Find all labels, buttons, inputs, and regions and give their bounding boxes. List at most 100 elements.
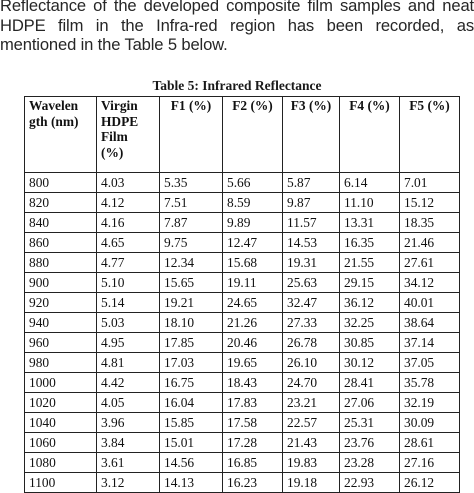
reflectance-cell: 6.14 — [339, 172, 400, 193]
reflectance-cell: 20.46 — [222, 332, 283, 353]
reflectance-cell: 5.03 — [96, 312, 160, 333]
reflectance-cell: 11.10 — [339, 192, 400, 213]
reflectance-cell: 29.15 — [339, 272, 400, 293]
reflectance-cell: 34.12 — [399, 272, 460, 293]
reflectance-cell: 4.81 — [96, 352, 160, 373]
reflectance-cell: 30.12 — [339, 352, 400, 373]
reflectance-cell: 17.58 — [222, 412, 283, 433]
reflectance-cell: 19.11 — [222, 272, 283, 293]
wavelength-cell: 920 — [24, 292, 97, 313]
reflectance-cell: 7.51 — [159, 192, 223, 213]
table-row: 920 5.14 19.21 24.65 32.47 36.12 40.01 — [24, 292, 460, 313]
reflectance-cell: 14.56 — [159, 452, 223, 473]
reflectance-cell: 4.05 — [96, 392, 160, 413]
header-f1: F1 (%) — [159, 96, 223, 173]
table-header-row: Wavelen gth (nm) Virgin HDPE Film (%) F1… — [24, 96, 460, 173]
reflectance-cell: 18.35 — [399, 212, 460, 233]
table-row: 1080 3.61 14.56 16.85 19.83 23.28 27.16 — [24, 452, 460, 473]
reflectance-cell: 3.12 — [96, 472, 160, 493]
reflectance-cell: 4.77 — [96, 252, 160, 273]
reflectance-cell: 21.26 — [222, 312, 283, 333]
table-row: 1100 3.12 14.13 16.23 19.18 22.93 26.12 — [24, 472, 460, 493]
reflectance-cell: 24.70 — [282, 372, 340, 393]
reflectance-cell: 30.09 — [399, 412, 460, 433]
reflectance-cell: 18.43 — [222, 372, 283, 393]
reflectance-cell: 4.65 — [96, 232, 160, 253]
reflectance-cell: 22.57 — [282, 412, 340, 433]
reflectance-cell: 17.03 — [159, 352, 223, 373]
reflectance-cell: 27.06 — [339, 392, 400, 413]
reflectance-cell: 5.35 — [159, 172, 223, 193]
reflectance-cell: 36.12 — [339, 292, 400, 313]
wavelength-cell: 1020 — [24, 392, 97, 413]
table-row: 960 4.95 17.85 20.46 26.78 30.85 37.14 — [24, 332, 460, 353]
reflectance-cell: 15.68 — [222, 252, 283, 273]
reflectance-cell: 19.21 — [159, 292, 223, 313]
table-row: 800 4.03 5.35 5.66 5.87 6.14 7.01 — [24, 172, 460, 193]
reflectance-cell: 9.87 — [282, 192, 340, 213]
reflectance-cell: 15.12 — [399, 192, 460, 213]
table-row: 1040 3.96 15.85 17.58 22.57 25.31 30.09 — [24, 412, 460, 433]
reflectance-cell: 21.55 — [339, 252, 400, 273]
table-row: 1060 3.84 15.01 17.28 21.43 23.76 28.61 — [24, 432, 460, 453]
reflectance-cell: 27.61 — [399, 252, 460, 273]
reflectance-cell: 12.34 — [159, 252, 223, 273]
wavelength-cell: 1100 — [24, 472, 97, 493]
reflectance-cell: 3.84 — [96, 432, 160, 453]
header-f4: F4 (%) — [339, 96, 400, 173]
wavelength-cell: 960 — [24, 332, 97, 353]
reflectance-cell: 32.19 — [399, 392, 460, 413]
reflectance-cell: 3.96 — [96, 412, 160, 433]
reflectance-cell: 18.10 — [159, 312, 223, 333]
reflectance-cell: 19.18 — [282, 472, 340, 493]
reflectance-cell: 32.47 — [282, 292, 340, 313]
reflectance-cell: 9.89 — [222, 212, 283, 233]
reflectance-cell: 4.03 — [96, 172, 160, 193]
wavelength-cell: 900 — [24, 272, 97, 293]
reflectance-cell: 21.43 — [282, 432, 340, 453]
reflectance-cell: 16.75 — [159, 372, 223, 393]
wavelength-cell: 820 — [24, 192, 97, 213]
reflectance-cell: 23.28 — [339, 452, 400, 473]
table-row: 940 5.03 18.10 21.26 27.33 32.25 38.64 — [24, 312, 460, 333]
reflectance-cell: 13.31 — [339, 212, 400, 233]
reflectance-cell: 4.42 — [96, 372, 160, 393]
reflectance-cell: 25.31 — [339, 412, 400, 433]
reflectance-cell: 27.16 — [399, 452, 460, 473]
reflectance-cell: 7.87 — [159, 212, 223, 233]
reflectance-cell: 27.33 — [282, 312, 340, 333]
header-f5: F5 (%) — [399, 96, 460, 173]
table-row: 840 4.16 7.87 9.89 11.57 13.31 18.35 — [24, 212, 460, 233]
header-f2: F2 (%) — [222, 96, 283, 173]
reflectance-cell: 22.93 — [339, 472, 400, 493]
table-row: 980 4.81 17.03 19.65 26.10 30.12 37.05 — [24, 352, 460, 373]
reflectance-cell: 16.85 — [222, 452, 283, 473]
wavelength-cell: 800 — [24, 172, 97, 193]
reflectance-cell: 28.41 — [339, 372, 400, 393]
header-wavelength: Wavelen gth (nm) — [24, 96, 97, 173]
reflectance-cell: 5.14 — [96, 292, 160, 313]
reflectance-cell: 25.63 — [282, 272, 340, 293]
reflectance-cell: 19.83 — [282, 452, 340, 473]
reflectance-cell: 23.21 — [282, 392, 340, 413]
reflectance-cell: 35.78 — [399, 372, 460, 393]
table-row: 880 4.77 12.34 15.68 19.31 21.55 27.61 — [24, 252, 460, 273]
wavelength-cell: 860 — [24, 232, 97, 253]
reflectance-cell: 9.75 — [159, 232, 223, 253]
paragraph-line: HDPE film in the Infra-red region has be… — [0, 15, 474, 35]
reflectance-cell: 4.12 — [96, 192, 160, 213]
reflectance-cell: 16.35 — [339, 232, 400, 253]
table-row: 900 5.10 15.65 19.11 25.63 29.15 34.12 — [24, 272, 460, 293]
reflectance-cell: 14.13 — [159, 472, 223, 493]
reflectance-table: Wavelen gth (nm) Virgin HDPE Film (%) F1… — [24, 96, 460, 493]
reflectance-cell: 26.78 — [282, 332, 340, 353]
wavelength-cell: 840 — [24, 212, 97, 233]
reflectance-cell: 15.01 — [159, 432, 223, 453]
reflectance-cell: 24.65 — [222, 292, 283, 313]
wavelength-cell: 1080 — [24, 452, 97, 473]
reflectance-cell: 4.95 — [96, 332, 160, 353]
reflectance-cell: 16.23 — [222, 472, 283, 493]
wavelength-cell: 940 — [24, 312, 97, 333]
reflectance-cell: 11.57 — [282, 212, 340, 233]
reflectance-cell: 19.31 — [282, 252, 340, 273]
